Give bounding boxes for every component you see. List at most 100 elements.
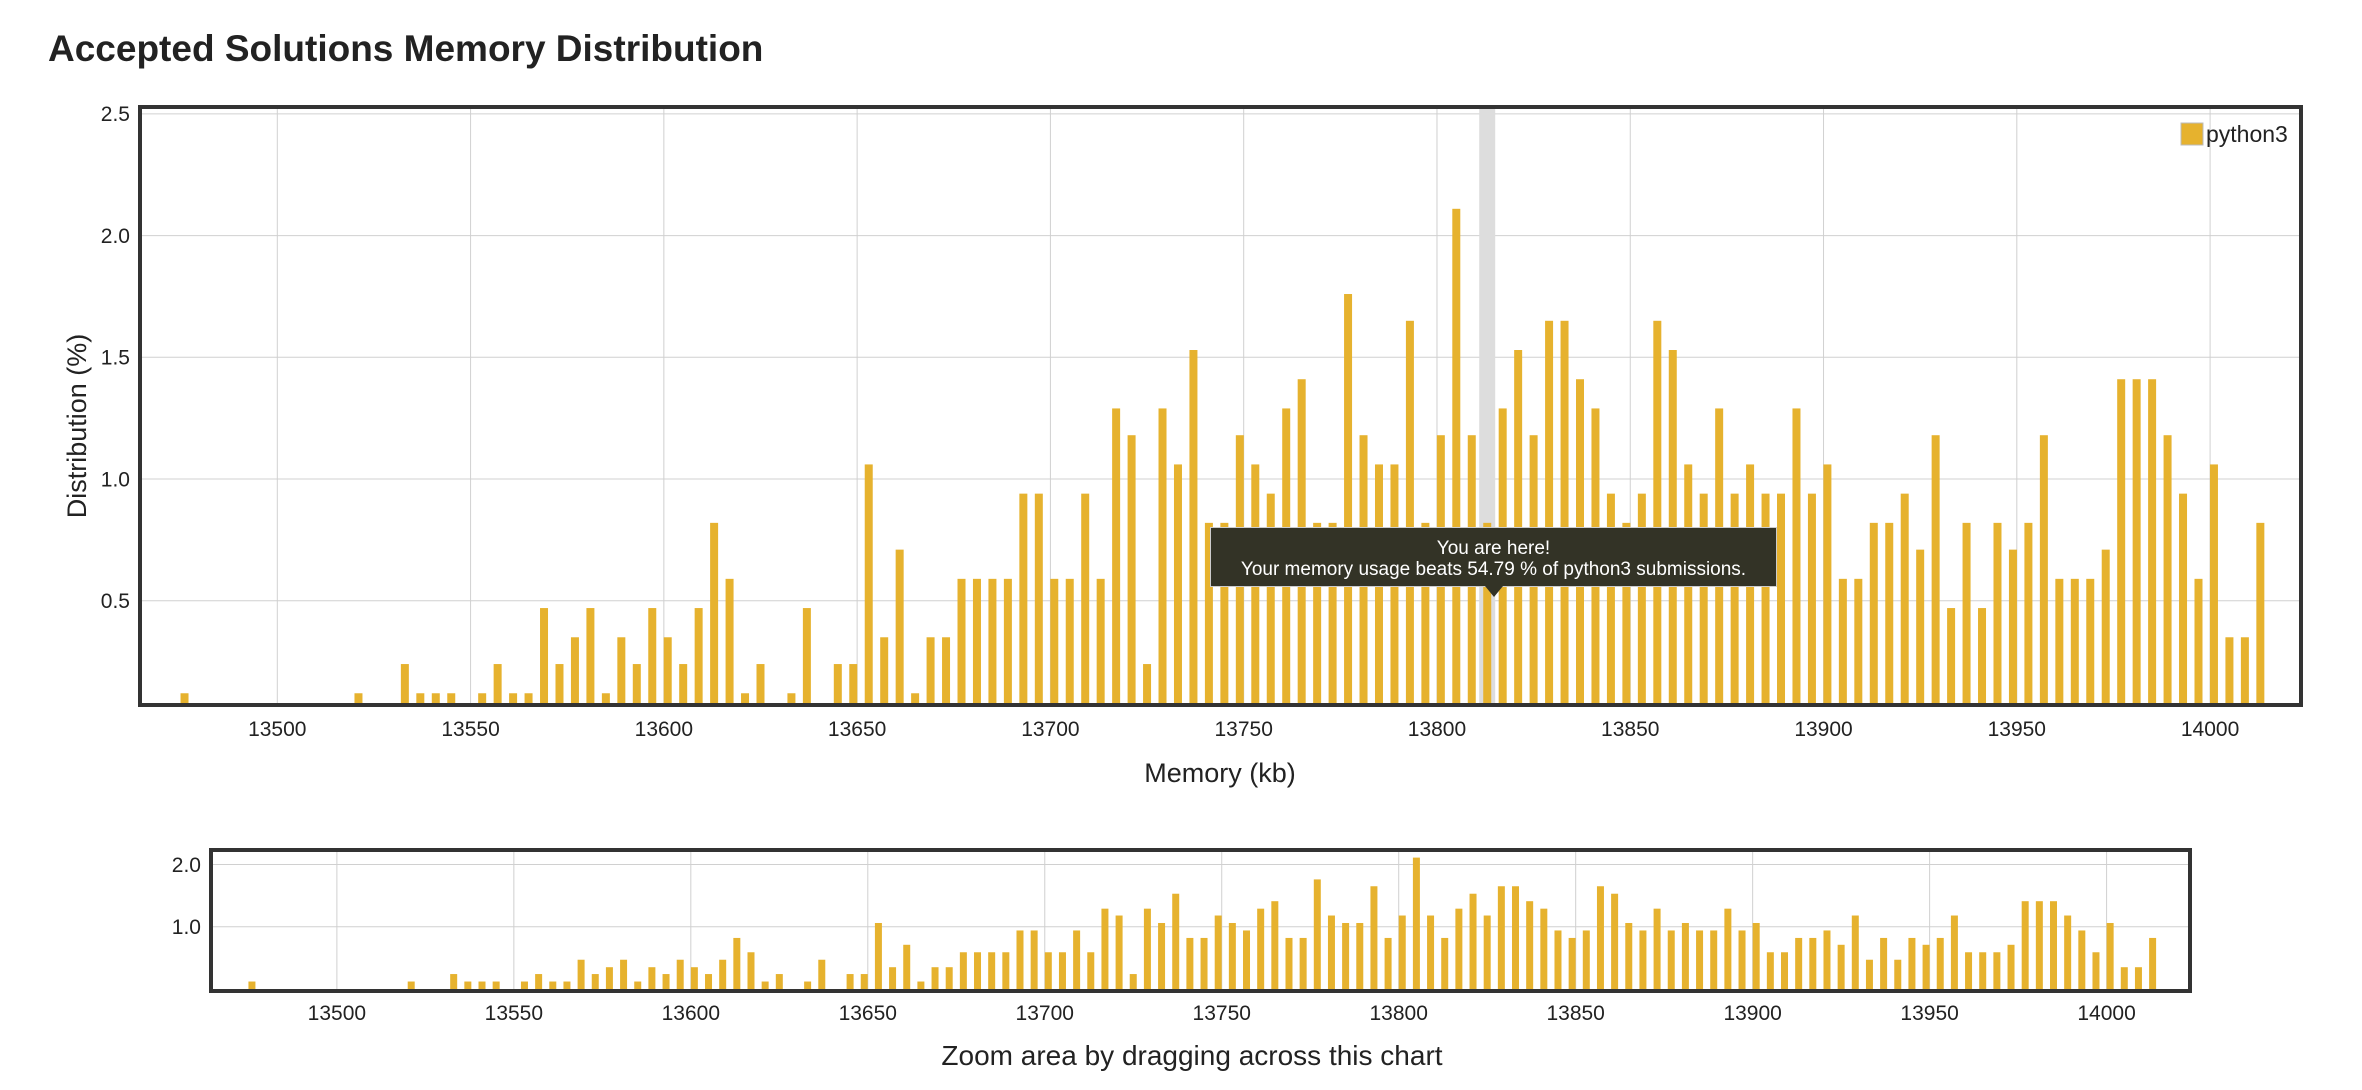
distribution-bar[interactable] [926,637,935,703]
distribution-bar[interactable] [1030,930,1038,989]
distribution-bar[interactable] [1158,408,1167,703]
distribution-bar[interactable] [1019,493,1028,703]
distribution-bar[interactable] [1313,879,1321,989]
distribution-bar[interactable] [1073,930,1081,989]
distribution-bar[interactable] [1738,930,1746,989]
distribution-bar[interactable] [972,578,981,703]
distribution-bar[interactable] [988,952,996,989]
distribution-bar[interactable] [1327,915,1335,989]
distribution-bar[interactable] [1639,930,1647,989]
distribution-bar[interactable] [1285,937,1293,989]
distribution-bar[interactable] [2132,379,2141,703]
distribution-bar[interactable] [679,664,688,703]
distribution-bar[interactable] [1016,930,1024,989]
distribution-bar[interactable] [1266,493,1275,703]
distribution-bar[interactable] [1869,522,1878,703]
distribution-bar[interactable] [601,693,610,703]
distribution-bar[interactable] [1512,886,1520,989]
distribution-bar[interactable] [2008,549,2017,703]
distribution-bar[interactable] [1865,959,1873,989]
distribution-bar[interactable] [1908,937,1916,989]
distribution-bar[interactable] [1931,435,1940,703]
distribution-bar[interactable] [1112,408,1121,703]
distribution-bar[interactable] [1344,294,1353,703]
distribution-bar[interactable] [1127,435,1136,703]
distribution-bar[interactable] [1885,522,1894,703]
distribution-bar[interactable] [705,974,713,989]
distribution-bar[interactable] [2163,435,2172,703]
distribution-bar[interactable] [2064,915,2072,989]
distribution-bar[interactable] [591,974,599,989]
distribution-bar[interactable] [1622,522,1631,703]
distribution-bar[interactable] [1452,208,1461,704]
distribution-bar[interactable] [1469,893,1477,989]
distribution-bar[interactable] [1058,952,1066,989]
distribution-bar[interactable] [903,944,911,989]
distribution-bar[interactable] [1172,893,1180,989]
distribution-bar[interactable] [605,967,613,989]
distribution-bar[interactable] [416,693,425,703]
distribution-bar[interactable] [741,693,750,703]
distribution-bar[interactable] [1653,320,1662,703]
distribution-bar[interactable] [1271,901,1279,989]
distribution-bar[interactable] [248,981,256,989]
distribution-bar[interactable] [787,693,796,703]
distribution-bar[interactable] [2117,379,2126,703]
distribution-bar[interactable] [1143,664,1152,703]
distribution-bar[interactable] [959,952,967,989]
distribution-bar[interactable] [2101,549,2110,703]
distribution-bar[interactable] [710,522,719,703]
distribution-bar[interactable] [1947,608,1956,703]
distribution-bar[interactable] [648,967,656,989]
distribution-bar[interactable] [524,693,533,703]
distribution-bar[interactable] [354,693,363,703]
distribution-bar[interactable] [1514,350,1523,703]
distribution-bar[interactable] [1204,522,1213,703]
distribution-bar[interactable] [1405,320,1414,703]
distribution-bar[interactable] [464,981,472,989]
distribution-bar[interactable] [1611,893,1619,989]
distribution-bar[interactable] [1894,959,1902,989]
distribution-bar[interactable] [1003,578,1012,703]
distribution-bar[interactable] [2256,522,2265,703]
distribution-bar[interactable] [2055,578,2064,703]
distribution-bar[interactable] [756,664,765,703]
distribution-bar[interactable] [880,637,889,703]
distribution-bar[interactable] [988,578,997,703]
distribution-bar[interactable] [864,464,873,703]
distribution-bar[interactable] [570,637,579,703]
distribution-bar[interactable] [1761,493,1770,703]
distribution-bar[interactable] [1710,930,1718,989]
distribution-bar[interactable] [586,608,595,703]
distribution-bar[interactable] [563,981,571,989]
distribution-bar[interactable] [1823,930,1831,989]
distribution-bar[interactable] [540,608,549,703]
distribution-bar[interactable] [1699,493,1708,703]
distribution-bar[interactable] [1667,930,1675,989]
distribution-bar[interactable] [1158,922,1166,989]
distribution-bar[interactable] [1342,922,1350,989]
distribution-bar[interactable] [1299,937,1307,989]
distribution-bar[interactable] [1002,952,1010,989]
distribution-bar[interactable] [478,981,486,989]
distribution-bar[interactable] [1838,578,1847,703]
distribution-bar[interactable] [662,974,670,989]
distribution-bar[interactable] [431,693,440,703]
distribution-bar[interactable] [2007,944,2015,989]
distribution-bar[interactable] [1129,974,1137,989]
distribution-bar[interactable] [1087,952,1095,989]
distribution-bar[interactable] [1766,952,1774,989]
distribution-bar[interactable] [1328,522,1337,703]
distribution-bar[interactable] [648,608,657,703]
distribution-bar[interactable] [1596,886,1604,989]
distribution-bar[interactable] [1313,522,1322,703]
distribution-bar[interactable] [1681,922,1689,989]
distribution-bar[interactable] [478,693,487,703]
distribution-bar[interactable] [1851,915,1859,989]
distribution-bar[interactable] [1096,578,1105,703]
distribution-bar[interactable] [1483,915,1491,989]
distribution-bar[interactable] [725,578,734,703]
distribution-bar[interactable] [694,608,703,703]
distribution-bar[interactable] [1044,952,1052,989]
distribution-bar[interactable] [690,967,698,989]
